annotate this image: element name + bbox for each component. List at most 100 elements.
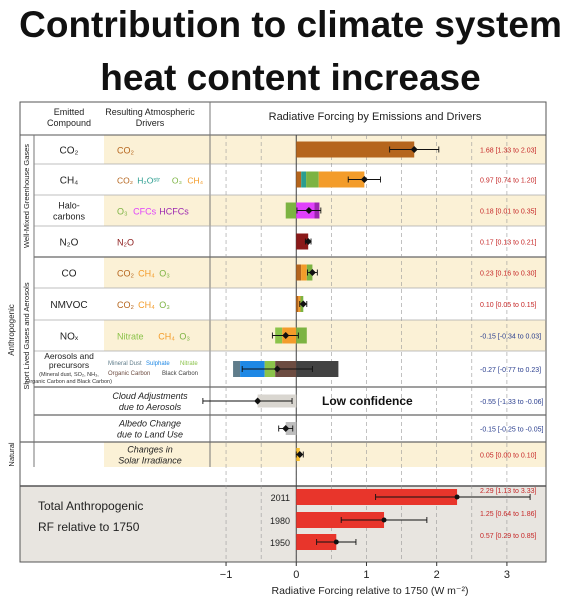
driver-label: CH₄ (158, 332, 175, 342)
driver-label: O₃ (172, 176, 182, 186)
value-label: 0.17 [0.13 to 0.21] (480, 240, 536, 247)
driver-label: O₃ (159, 300, 170, 310)
driver-label: H₂Oˢᵗʳ (137, 176, 160, 186)
value-marker (308, 269, 316, 276)
forcing-bar (296, 327, 307, 344)
forcing-bar (296, 233, 309, 250)
compound-label: CO₂ (60, 146, 79, 157)
group-label-anthropogenic: Anthropogenic (7, 304, 16, 356)
forcing-bar (301, 264, 307, 281)
driver-label: CH₄ (187, 176, 203, 186)
low-confidence-annotation: Low confidence (322, 394, 413, 408)
driver-label: Changes in (127, 445, 173, 455)
driver-label: Cloud Adjustments (112, 391, 188, 401)
driver-label: CO₂ (117, 176, 133, 186)
row-band (104, 442, 546, 467)
value-label: 0.23 [0.16 to 0.30] (480, 271, 536, 278)
driver-label: Organic Carbon (108, 371, 150, 377)
forcing-bar (306, 171, 319, 188)
forcing-bar (285, 202, 297, 219)
forcing-bar (296, 264, 302, 281)
value-marker (299, 300, 307, 308)
x-tick-label: 1 (363, 569, 369, 581)
row-band (104, 257, 546, 288)
driver-label: HCFCs (159, 207, 189, 217)
row-band (104, 195, 546, 226)
value-label: 0.05 [0.00 to 0.10] (480, 453, 536, 460)
forcing-bar (296, 141, 415, 158)
value-marker (333, 539, 339, 545)
group-label-natural: Natural (7, 442, 16, 467)
value-marker (282, 425, 290, 432)
value-label: 2.29 [1.13 to 3.33] (480, 488, 536, 495)
header-emitted: Emitted (54, 107, 85, 117)
compound-label: carbons (53, 212, 86, 222)
value-label: 1.68 [1.33 to 2.03] (480, 148, 536, 155)
title-line-2: heat content increase (100, 57, 481, 98)
driver-label: Mineral Dust (108, 361, 142, 367)
driver-label: CH₄ (138, 300, 155, 310)
driver-label: CO₂ (117, 269, 135, 279)
forcing-bar (233, 361, 241, 377)
forcing-bar (296, 361, 339, 377)
value-marker (304, 238, 312, 245)
compound-note: Organic Carbon and Black Carbon) (26, 379, 112, 385)
compound-label: NMVOC (50, 300, 87, 311)
driver-label: due to Land Use (117, 430, 183, 440)
value-label: 1.25 [0.64 to 1.86] (480, 511, 536, 518)
header-drivers: Drivers (136, 118, 165, 128)
driver-label: Black Carbon (162, 371, 198, 377)
driver-label: CO₂ (117, 300, 135, 310)
value-label: -0.15 [-0.34 to 0.03] (480, 334, 541, 341)
group-label-slgas: Short Lived Gases and Aerosols (22, 282, 31, 389)
header-resulting: Resulting Atmospheric (105, 107, 195, 117)
driver-label: O₃ (117, 207, 128, 217)
driver-label: O₃ (159, 269, 170, 279)
value-label: 0.10 [0.05 to 0.15] (480, 302, 536, 309)
value-marker (273, 365, 281, 373)
value-label: 0.57 [0.29 to 0.85] (480, 533, 536, 540)
value-label: -0.55 [-1.33 to -0.06] (480, 399, 543, 406)
table-frame (19, 101, 547, 563)
driver-label: due to Aerosols (119, 402, 182, 412)
driver-label: Sulphate (146, 361, 170, 367)
forcing-bar (296, 296, 299, 312)
total-year-label: 1980 (270, 516, 290, 526)
value-label: 0.97 [0.74 to 1.20] (480, 178, 536, 185)
value-marker (454, 494, 460, 500)
compound-label: N₂O (60, 238, 79, 249)
forcing-bar (301, 171, 307, 188)
x-tick-label: −1 (220, 569, 233, 581)
totals-label: Total Anthropogenic (38, 499, 143, 513)
value-marker (410, 146, 418, 153)
value-marker (296, 451, 304, 458)
total-year-label: 2011 (271, 493, 290, 503)
driver-label: CH₄ (138, 269, 155, 279)
x-tick-label: 0 (293, 569, 299, 581)
x-tick-label: 2 (434, 569, 440, 581)
title-line-1: Contribution to climate system (19, 4, 562, 45)
driver-label: N₂O (117, 238, 134, 248)
driver-label: Nitrate (117, 332, 144, 342)
value-label: -0.27 [-0.77 to 0.23] (480, 367, 541, 374)
compound-label: CO (62, 269, 77, 280)
value-marker (381, 517, 387, 523)
x-axis-label: Radiative Forcing relative to 1750 (W m⁻… (272, 585, 469, 597)
value-marker (305, 207, 313, 214)
value-label: -0.15 [-0.25 to -0.05] (480, 427, 543, 434)
totals-label: RF relative to 1750 (38, 520, 140, 534)
driver-label: CFCs (133, 207, 156, 217)
header-compound: Compound (47, 118, 91, 128)
value-marker (360, 176, 368, 183)
group-label-wmghg: Well-Mixed Greenhouse Gases (22, 144, 31, 248)
driver-label: O₃ (179, 332, 190, 342)
value-marker (282, 332, 290, 339)
forcing-bar (318, 171, 365, 188)
driver-label: CO₂ (117, 146, 135, 156)
compound-label: Aerosols and (44, 351, 94, 361)
total-year-label: 1950 (270, 538, 290, 548)
forcing-bar (296, 171, 302, 188)
x-tick-label: 3 (504, 569, 510, 581)
total-bar (296, 512, 385, 528)
